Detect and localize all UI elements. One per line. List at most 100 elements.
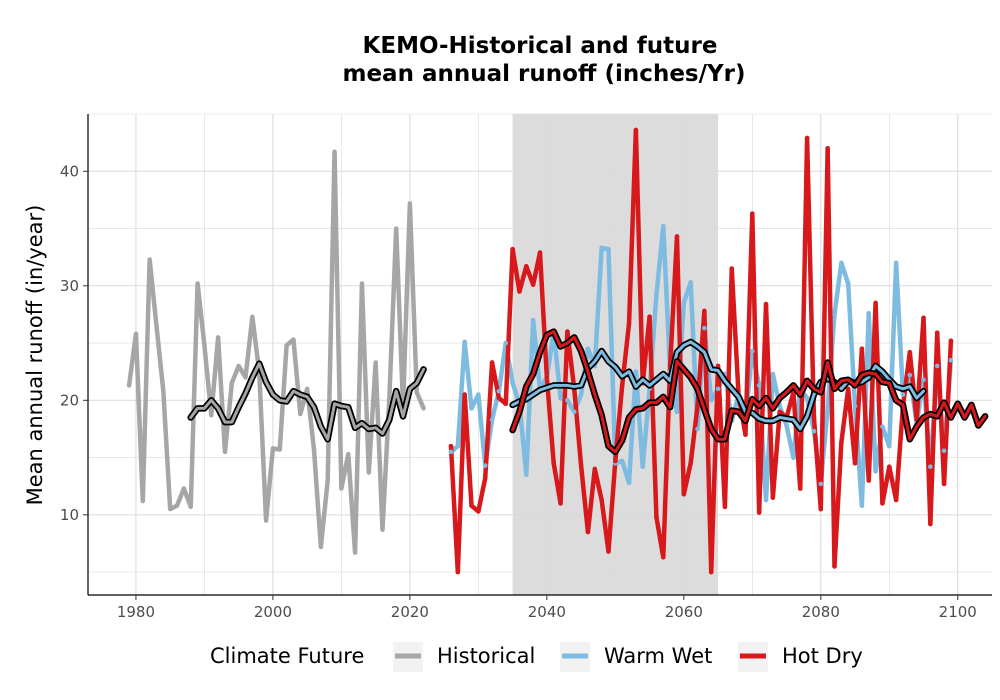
data-point-warm-wet bbox=[928, 464, 933, 470]
data-point-hot-dry bbox=[476, 509, 481, 514]
data-point-hot-dry bbox=[496, 395, 502, 401]
data-point-warm-wet bbox=[866, 310, 872, 316]
data-point-hot-dry bbox=[619, 383, 625, 388]
data-point-warm-wet bbox=[660, 223, 666, 229]
data-point-warm-wet bbox=[571, 409, 577, 415]
data-point-warm-wet bbox=[510, 380, 515, 386]
data-point-warm-wet bbox=[859, 503, 865, 508]
data-point-hot-dry bbox=[455, 569, 461, 575]
data-point-hot-dry bbox=[537, 250, 543, 255]
x-tick-label: 2080 bbox=[802, 603, 840, 621]
data-point-warm-wet bbox=[688, 280, 693, 285]
data-point-hot-dry bbox=[886, 464, 892, 470]
data-point-hot-dry bbox=[544, 375, 550, 380]
data-point-hot-dry bbox=[818, 506, 824, 512]
data-point-warm-wet bbox=[619, 458, 625, 464]
legend-label-historical: Historical bbox=[437, 644, 535, 668]
data-point-warm-wet bbox=[886, 443, 892, 449]
data-point-warm-wet bbox=[791, 455, 796, 460]
data-point-hot-dry bbox=[606, 549, 611, 554]
data-point-hot-dry bbox=[763, 301, 769, 307]
data-point-warm-wet bbox=[476, 392, 481, 397]
data-point-warm-wet bbox=[750, 348, 755, 354]
y-tick-label: 40 bbox=[60, 162, 79, 180]
data-point-hot-dry bbox=[845, 386, 851, 392]
data-point-warm-wet bbox=[695, 426, 700, 432]
data-point-hot-dry bbox=[907, 349, 913, 355]
data-point-hot-dry bbox=[469, 503, 474, 508]
data-point-warm-wet bbox=[770, 371, 776, 377]
data-point-warm-wet bbox=[825, 406, 830, 411]
data-point-warm-wet bbox=[832, 312, 837, 317]
data-point-hot-dry bbox=[729, 266, 735, 271]
y-axis-title: Mean annual runoff (in/year) bbox=[23, 205, 47, 506]
data-point-warm-wet bbox=[941, 448, 947, 454]
data-point-hot-dry bbox=[585, 529, 591, 535]
data-point-hot-dry bbox=[558, 501, 563, 506]
data-point-hot-dry bbox=[482, 475, 488, 481]
legend-label-hot-dry: Hot Dry bbox=[782, 644, 863, 668]
data-point-warm-wet bbox=[948, 357, 954, 363]
x-tick-label: 2040 bbox=[528, 603, 566, 621]
data-point-warm-wet bbox=[784, 423, 789, 428]
legend-title: Climate Future bbox=[210, 644, 364, 668]
data-point-warm-wet bbox=[565, 398, 570, 403]
series-line-historical bbox=[126, 149, 426, 555]
data-point-hot-dry bbox=[517, 289, 522, 294]
data-point-warm-wet bbox=[599, 245, 604, 251]
data-point-warm-wet bbox=[654, 292, 659, 298]
data-point-warm-wet bbox=[640, 464, 646, 470]
smoothed-line-historical bbox=[189, 362, 426, 441]
data-point-hot-dry bbox=[674, 234, 680, 239]
data-point-hot-dry bbox=[825, 146, 830, 151]
x-tick-label: 2100 bbox=[939, 603, 977, 621]
data-point-warm-wet bbox=[558, 395, 563, 401]
data-point-warm-wet bbox=[462, 339, 467, 345]
x-tick-label: 1980 bbox=[117, 603, 155, 621]
data-point-hot-dry bbox=[565, 329, 570, 334]
data-point-hot-dry bbox=[530, 282, 536, 287]
legend: Climate Future Historical Warm Wet Hot D… bbox=[210, 642, 863, 672]
data-point-hot-dry bbox=[722, 504, 728, 510]
data-point-hot-dry bbox=[462, 392, 467, 397]
data-point-warm-wet bbox=[489, 417, 495, 423]
data-point-warm-wet bbox=[585, 346, 591, 352]
data-point-hot-dry bbox=[503, 401, 509, 407]
data-point-hot-dry bbox=[893, 497, 899, 503]
data-point-warm-wet bbox=[482, 463, 488, 468]
data-point-hot-dry bbox=[804, 135, 810, 141]
data-point-warm-wet bbox=[934, 363, 940, 369]
legend-label-warm-wet: Warm Wet bbox=[604, 644, 712, 668]
data-point-hot-dry bbox=[681, 491, 687, 497]
data-point-warm-wet bbox=[448, 449, 454, 455]
data-point-warm-wet bbox=[633, 369, 639, 374]
data-point-hot-dry bbox=[613, 458, 618, 464]
data-point-warm-wet bbox=[530, 317, 536, 323]
data-point-hot-dry bbox=[948, 338, 954, 344]
data-point-hot-dry bbox=[928, 521, 933, 527]
data-point-warm-wet bbox=[496, 388, 502, 394]
data-point-hot-dry bbox=[859, 346, 865, 352]
data-point-hot-dry bbox=[750, 211, 755, 216]
series-line-hot-dry bbox=[448, 127, 954, 575]
data-point-warm-wet bbox=[845, 281, 851, 286]
data-point-hot-dry bbox=[489, 360, 495, 365]
data-point-warm-wet bbox=[715, 386, 721, 392]
data-point-warm-wet bbox=[606, 246, 611, 252]
data-point-hot-dry bbox=[770, 495, 776, 500]
data-point-warm-wet bbox=[811, 428, 817, 434]
data-point-warm-wet bbox=[674, 409, 680, 415]
data-point-warm-wet bbox=[921, 377, 926, 382]
data-point-hot-dry bbox=[921, 315, 926, 321]
data-point-warm-wet bbox=[503, 340, 509, 346]
x-tick-label: 2060 bbox=[665, 603, 703, 621]
data-point-hot-dry bbox=[654, 514, 659, 520]
data-point-warm-wet bbox=[702, 325, 707, 331]
chart-title-line-1: KEMO-Historical and future bbox=[363, 33, 718, 59]
data-point-hot-dry bbox=[797, 486, 803, 491]
x-tick-label: 2020 bbox=[391, 603, 429, 621]
data-point-hot-dry bbox=[551, 460, 556, 466]
data-point-hot-dry bbox=[880, 501, 885, 506]
data-point-warm-wet bbox=[893, 260, 899, 266]
